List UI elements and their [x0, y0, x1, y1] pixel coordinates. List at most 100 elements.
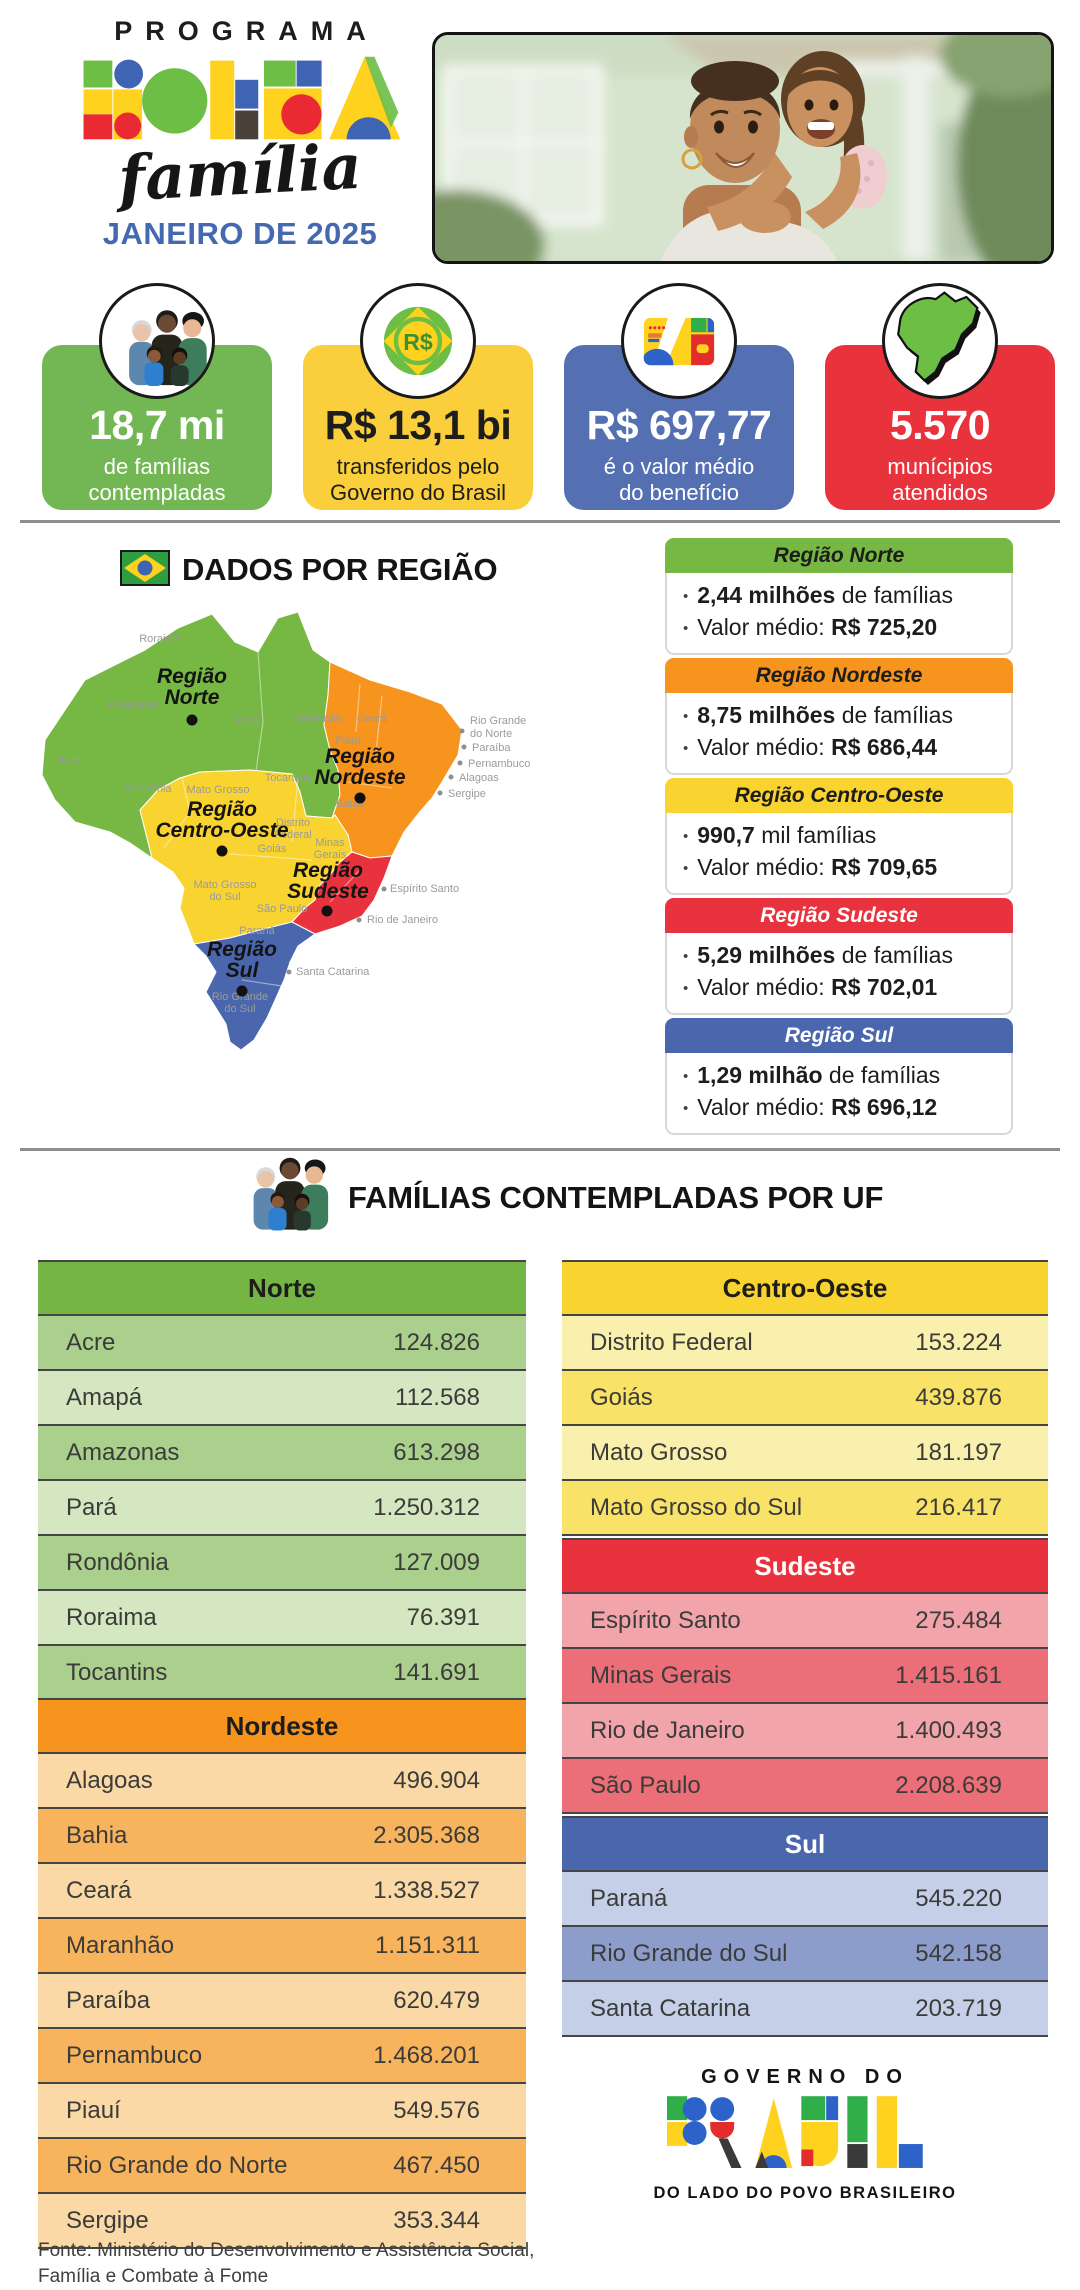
region-section-title: DADOS POR REGIÃO [182, 552, 498, 587]
uf-name: Tocantins [66, 1659, 168, 1686]
uf-value: 2.305.368 [373, 1822, 480, 1849]
family-photo [432, 32, 1054, 264]
uf-value: 216.417 [915, 1494, 1002, 1521]
bullet-icon: • [683, 620, 689, 637]
state-label: São Paulo [257, 903, 308, 915]
region-label: Região [157, 665, 227, 688]
region-card-title: Região Sul [665, 1018, 1013, 1053]
state-label: Rio de Janeiro [367, 914, 438, 926]
coastal-state-dots [286, 728, 467, 975]
brasil-logo [667, 2096, 923, 2168]
state-label: Mato Grosso [194, 879, 257, 891]
uf-name: Paraíba [66, 1987, 151, 2014]
families-count: 1,29 milhão [697, 1062, 823, 1088]
uf-name: Goiás [590, 1384, 653, 1411]
state-label: Espírito Santo [390, 883, 459, 895]
uf-name: Amapá [66, 1384, 143, 1411]
uf-name: Pernambuco [66, 2042, 203, 2069]
uf-value: 439.876 [915, 1384, 1002, 1411]
table-header-sul: Sul [562, 1816, 1048, 1872]
stat-caption-line1: transferidos pelo [336, 454, 500, 479]
region-card-sudeste: Região Sudeste • 5,29 milhões de famílias… [665, 898, 1013, 1015]
families-icon [99, 283, 215, 399]
table-row: Minas Gerais 1.415.161 [562, 1649, 1048, 1704]
region-card-centro-oeste: Região Centro-Oeste • 990,7 mil famílias … [665, 778, 1013, 895]
uf-value: 545.220 [915, 1885, 1002, 1912]
governo-do-brasil-logo: GOVERNO DO DO LADO DO POVO BRASILEIRO [562, 2066, 1048, 2203]
bullet-icon: • [683, 708, 689, 725]
uf-name: São Paulo [590, 1772, 701, 1799]
families-rest: de famílias [835, 942, 953, 968]
state-label: Paraná [239, 925, 275, 937]
state-label: do Norte [470, 728, 512, 740]
uf-name: Santa Catarina [590, 1995, 751, 2022]
table-sudeste: Sudeste Espírito Santo 275.484 Minas Gera… [562, 1538, 1048, 1814]
table-row: Alagoas 496.904 [38, 1754, 526, 1809]
table-row: Piauí 549.576 [38, 2084, 526, 2139]
table-row: São Paulo 2.208.639 [562, 1759, 1048, 1814]
bullet-icon: • [683, 1068, 689, 1085]
stat-caption-line2: Governo do Brasil [329, 480, 507, 505]
families-rest: de famílias [822, 1062, 941, 1088]
uf-name: Rio Grande do Sul [590, 1940, 788, 1967]
region-card-sul: Região Sul • 1,29 milhão de famílias • Val… [665, 1018, 1013, 1135]
region-label: Centro-Oeste [155, 819, 288, 842]
region-label: Região [325, 745, 395, 768]
state-label: Piauí [335, 735, 360, 747]
families-count: 8,75 milhões [697, 702, 836, 728]
uf-name: Distrito Federal [590, 1329, 753, 1356]
table-row: Rio de Janeiro 1.400.493 [562, 1704, 1048, 1759]
region-label: Região [187, 798, 257, 821]
table-header-norte: Norte [38, 1260, 526, 1316]
uf-value: 124.826 [393, 1329, 480, 1356]
uf-value: 1.415.161 [895, 1662, 1002, 1689]
family-photo-illustration [435, 35, 1051, 261]
date-label: JANEIRO DE 2025 [102, 216, 378, 251]
avg-value: R$ 709,65 [831, 854, 938, 880]
uf-value: 275.484 [915, 1607, 1002, 1634]
table-row: Sergipe 353.344 [38, 2194, 526, 2249]
state-label: Pará [235, 715, 259, 727]
state-label: Ceará [357, 713, 388, 725]
uf-value: 76.391 [406, 1604, 480, 1631]
state-label: Federal [274, 829, 311, 841]
uf-value: 203.719 [915, 1995, 1002, 2022]
governo-do-label: GOVERNO DO [701, 2066, 909, 2088]
families-rest: de famílias [835, 582, 953, 608]
uf-name: Minas Gerais [590, 1662, 732, 1689]
state-label: Alagoas [459, 772, 499, 784]
families-rest: mil famílias [754, 822, 877, 848]
table-row: Espírito Santo 275.484 [562, 1594, 1048, 1649]
avg-label: Valor médio: [697, 854, 832, 880]
families-count: 2,44 milhões [697, 582, 836, 608]
uf-value: 549.576 [393, 2097, 480, 2124]
money-coin-icon: R$ [360, 283, 476, 399]
uf-value: 1.400.493 [895, 1717, 1002, 1744]
region-label: Sul [226, 959, 260, 982]
uf-name: Bahia [66, 1822, 128, 1849]
uf-name: Roraima [66, 1604, 157, 1631]
bullet-icon: • [683, 740, 689, 757]
uf-value: 153.224 [915, 1329, 1002, 1356]
avg-label: Valor médio: [697, 734, 832, 760]
avg-label: Valor médio: [697, 974, 832, 1000]
avg-value: R$ 686,44 [831, 734, 938, 760]
table-row: Pernambuco 1.468.201 [38, 2029, 526, 2084]
map-region-labels: Região Norte Região Nordeste Região Cent… [155, 665, 406, 997]
table-row: Tocantins 141.691 [38, 1646, 526, 1701]
table-nordeste: Nordeste Alagoas 496.904 Bahia 2.305.368 C… [38, 1698, 526, 2249]
uf-value: 353.344 [393, 2207, 480, 2234]
table-row: Bahia 2.305.368 [38, 1809, 526, 1864]
state-label: Pernambuco [468, 758, 530, 770]
map-state-labels: Roraima Amazonas Acre Rondônia Pará Toca… [58, 633, 531, 1015]
uf-value: 1.250.312 [373, 1494, 480, 1521]
table-row: Ceará 1.338.527 [38, 1864, 526, 1919]
families-group-icon [253, 1156, 329, 1231]
uf-value: 141.691 [393, 1659, 480, 1686]
table-row: Paraná 545.220 [562, 1872, 1048, 1927]
table-centro-oeste: Centro-Oeste Distrito Federal 153.224 Goi… [562, 1260, 1048, 1536]
region-label: Sudeste [287, 880, 369, 903]
stat-value: 18,7 mi [89, 402, 225, 448]
region-card-title: Região Norte [665, 538, 1013, 573]
table-row: Acre 124.826 [38, 1316, 526, 1371]
